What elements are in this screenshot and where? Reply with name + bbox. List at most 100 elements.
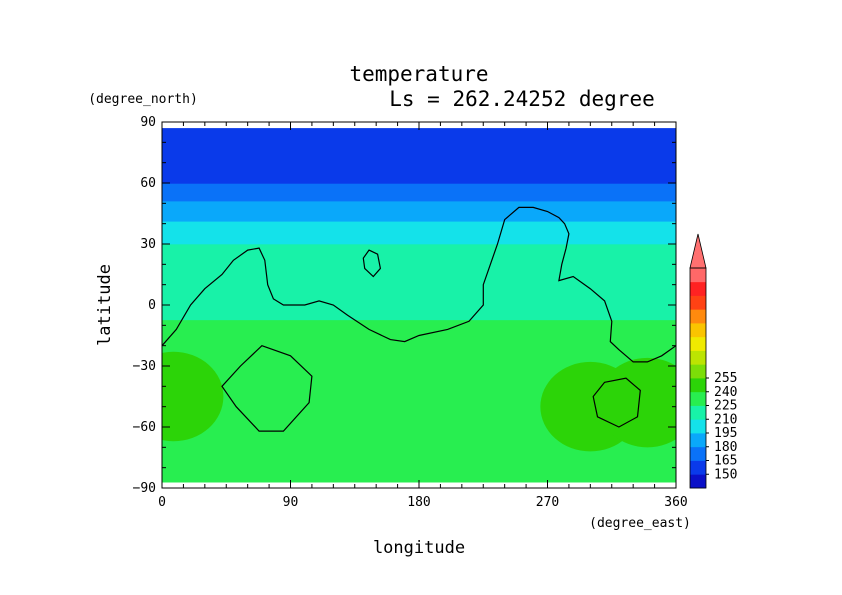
field-band xyxy=(162,370,676,374)
field-band xyxy=(162,160,676,165)
field-band xyxy=(162,446,676,450)
field-band xyxy=(162,418,676,422)
colorbar-segment xyxy=(690,460,706,475)
field-band xyxy=(162,208,676,213)
colorbar-segment xyxy=(690,336,706,351)
y-tick-label: 30 xyxy=(140,237,156,252)
field-band xyxy=(162,438,676,443)
chart-title: temperature xyxy=(349,62,488,86)
field-band xyxy=(162,198,676,202)
field-band xyxy=(162,461,676,465)
y-axis-label: latitude xyxy=(95,264,115,346)
colorbar-label: 150 xyxy=(714,467,737,482)
field-band xyxy=(162,433,676,438)
field-band xyxy=(162,464,676,468)
field-band xyxy=(162,476,676,480)
field-band xyxy=(162,269,676,273)
field-band xyxy=(162,426,676,430)
y-tick-label: −30 xyxy=(133,359,156,374)
field-band xyxy=(162,211,676,215)
colorbar-label: 195 xyxy=(714,426,737,441)
colorbar-segment xyxy=(690,364,706,379)
field-band xyxy=(162,178,676,182)
field-band xyxy=(162,327,676,331)
field-band xyxy=(162,176,676,180)
field-band xyxy=(162,360,676,364)
field-band xyxy=(162,302,676,306)
field-band xyxy=(162,411,676,415)
field-band xyxy=(162,320,676,324)
field-band xyxy=(162,135,676,139)
field-band xyxy=(162,423,676,427)
colorbar-segment xyxy=(690,433,706,448)
field-band xyxy=(162,254,676,258)
colorbar-segment xyxy=(690,295,706,310)
field-band xyxy=(162,355,676,359)
field-band xyxy=(162,277,676,281)
colorbar-segment xyxy=(690,419,706,434)
colorbar-segment xyxy=(690,378,706,393)
colorbar-extend-arrow xyxy=(689,233,707,269)
colorbar-segment xyxy=(690,323,706,338)
x-tick-label: 360 xyxy=(664,495,687,510)
field-band xyxy=(162,214,676,218)
field-band xyxy=(162,375,676,379)
chart-subtitle: Ls = 262.24252 degree xyxy=(389,87,655,111)
field-band xyxy=(162,403,676,407)
field-band xyxy=(162,287,676,291)
y-tick-label: 90 xyxy=(140,115,156,130)
field-band xyxy=(162,231,676,235)
x-axis-label: longitude xyxy=(373,538,465,558)
field-band xyxy=(162,299,676,304)
field-band xyxy=(162,413,676,417)
field-band xyxy=(162,388,676,392)
y-tick-label: 0 xyxy=(148,298,156,313)
field-band xyxy=(162,421,676,425)
colorbar-segment xyxy=(690,391,706,406)
field-band xyxy=(162,373,676,377)
field-band xyxy=(162,474,676,478)
field-band xyxy=(162,206,676,210)
field-band xyxy=(162,340,676,344)
x-unit-label: (degree_east) xyxy=(589,516,691,531)
field-band xyxy=(162,239,676,243)
colorbar-label: 165 xyxy=(714,454,737,469)
field-band xyxy=(162,234,676,238)
field-band xyxy=(162,408,676,412)
contour-lines xyxy=(162,206,676,432)
field-band xyxy=(162,284,676,288)
field-band xyxy=(162,133,676,137)
field-band xyxy=(162,256,676,261)
field-band xyxy=(162,226,676,230)
y-tick-label: −90 xyxy=(133,481,156,496)
field-band xyxy=(162,158,676,162)
field-band xyxy=(162,236,676,240)
warm-region xyxy=(162,351,224,442)
field-band xyxy=(162,292,676,296)
field-band xyxy=(162,380,676,384)
warm-region xyxy=(597,357,676,448)
field-band xyxy=(162,395,676,400)
colorbar-label: 225 xyxy=(714,399,737,414)
field-band xyxy=(162,317,676,321)
colorbar-segment xyxy=(690,350,706,365)
field-band xyxy=(162,332,676,336)
field-band xyxy=(162,368,676,372)
field-band xyxy=(162,244,676,248)
field-band xyxy=(162,325,676,329)
contour-line xyxy=(592,377,641,428)
x-tick-label: 90 xyxy=(283,495,299,510)
y-tick-label: −60 xyxy=(133,420,156,435)
field-band xyxy=(162,310,676,314)
field-band xyxy=(162,163,676,167)
field-band xyxy=(162,305,676,309)
x-tick-label: 0 xyxy=(158,495,166,510)
field-band xyxy=(162,251,676,256)
field-band xyxy=(162,385,676,389)
colorbar-segment xyxy=(690,405,706,420)
field-band xyxy=(162,130,676,134)
field-band xyxy=(162,469,676,473)
field-band xyxy=(162,183,676,187)
field-band xyxy=(162,241,676,245)
